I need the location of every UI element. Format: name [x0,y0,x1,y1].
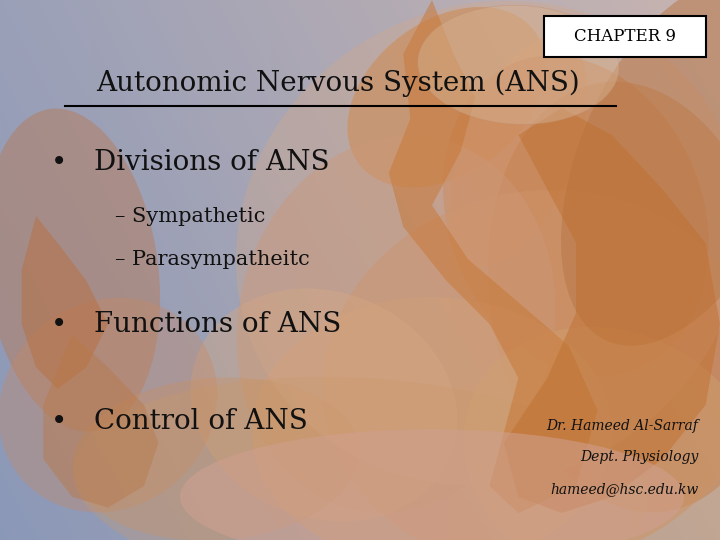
Ellipse shape [561,0,720,346]
Ellipse shape [348,7,545,187]
Text: Dept. Physiology: Dept. Physiology [580,450,698,464]
PathPatch shape [504,108,720,513]
FancyBboxPatch shape [544,16,706,57]
Text: – Sympathetic: – Sympathetic [115,206,266,226]
Ellipse shape [323,190,720,540]
Ellipse shape [237,136,555,512]
Ellipse shape [236,1,720,485]
Ellipse shape [418,5,619,124]
Ellipse shape [180,429,684,540]
Text: Functions of ANS: Functions of ANS [94,310,341,338]
Ellipse shape [0,109,160,431]
Ellipse shape [464,327,720,540]
Ellipse shape [443,56,709,376]
PathPatch shape [22,216,108,389]
Text: •: • [50,407,67,435]
Text: Control of ANS: Control of ANS [94,408,307,435]
Text: hameed@hsc.edu.kw: hameed@hsc.edu.kw [550,482,698,496]
Ellipse shape [73,377,647,540]
Text: – Parasympatheitc: – Parasympatheitc [115,249,310,269]
Ellipse shape [191,288,457,522]
Ellipse shape [488,82,720,512]
Ellipse shape [449,36,588,267]
Text: Dr. Hameed Al-Sarraf: Dr. Hameed Al-Sarraf [546,419,698,433]
Ellipse shape [73,377,359,540]
PathPatch shape [389,0,598,513]
Ellipse shape [0,298,217,512]
PathPatch shape [43,335,158,508]
Text: •: • [50,148,67,176]
Text: Autonomic Nervous System (ANS): Autonomic Nervous System (ANS) [96,70,580,97]
Text: •: • [50,310,67,338]
Text: CHAPTER 9: CHAPTER 9 [574,28,675,45]
Text: Divisions of ANS: Divisions of ANS [94,148,329,176]
Ellipse shape [252,297,612,540]
